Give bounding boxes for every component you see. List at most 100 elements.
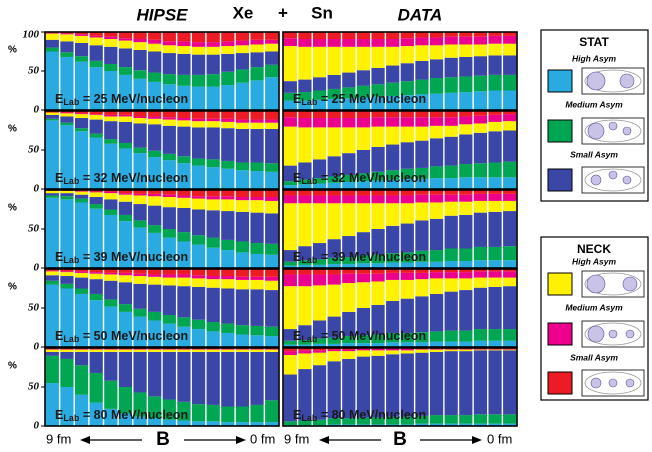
energy-subscript: Lab	[301, 334, 318, 344]
y-tick-label: 50	[28, 302, 40, 314]
bar-segment	[474, 44, 487, 56]
bar-segment	[75, 195, 88, 199]
y-tick-label: 0	[34, 420, 40, 432]
bar-segment	[207, 119, 220, 121]
legend-title: STAT	[579, 35, 609, 49]
bar-segment	[163, 207, 176, 229]
icon	[623, 127, 631, 135]
bar-segment	[265, 201, 278, 213]
bar-segment	[221, 72, 234, 85]
bar-segment	[119, 202, 132, 215]
bar-segment	[192, 404, 205, 421]
bar-segment	[284, 351, 297, 355]
bar-segment	[459, 195, 472, 202]
bar-segment	[430, 117, 443, 126]
bar-segment	[104, 115, 117, 117]
bar-segment	[177, 274, 190, 277]
bar-segment	[328, 269, 341, 274]
bar-segment	[265, 172, 278, 189]
bar-segment	[401, 224, 414, 253]
bar-segment	[459, 351, 472, 415]
bar-segment	[133, 32, 146, 39]
bar-segment	[250, 111, 263, 120]
bar-segment	[488, 115, 501, 122]
bar-segment	[488, 278, 501, 287]
bar-segment	[177, 286, 190, 317]
bar-segment	[503, 114, 516, 121]
bar-segment	[313, 190, 326, 195]
bar-segment	[104, 121, 117, 139]
bar-segment	[163, 41, 176, 45]
bar-segment	[313, 127, 326, 159]
bar-segment	[415, 32, 428, 37]
bar-segment	[221, 250, 234, 268]
bar-segment	[192, 32, 205, 42]
bar-segment	[46, 356, 59, 383]
bar-segment	[236, 349, 249, 350]
bar-segment	[488, 194, 501, 201]
bar-segment	[221, 350, 234, 352]
bar-segment	[177, 195, 190, 197]
bar-segment	[284, 38, 297, 46]
bar-segment	[430, 178, 443, 189]
bar-segment	[207, 196, 220, 199]
bar-segment	[503, 329, 516, 341]
bar-segment	[371, 127, 384, 147]
bar-segment	[207, 331, 220, 347]
energy-symbol: E	[293, 250, 301, 264]
bar-segment	[445, 93, 458, 110]
icon	[591, 175, 601, 185]
bar-segment	[163, 120, 176, 126]
bar-segment	[60, 191, 73, 193]
bar-segment	[357, 190, 370, 195]
bar-segment	[46, 271, 59, 275]
bar-segment	[236, 407, 249, 423]
bar-segment	[60, 272, 73, 276]
bar-segment	[163, 154, 176, 160]
bar-segment	[459, 249, 472, 261]
bar-segment	[46, 113, 59, 115]
bar-segment	[207, 269, 220, 276]
bar-segment	[357, 349, 370, 351]
bar-segment	[177, 208, 190, 232]
bar-segment	[207, 159, 220, 167]
legend-swatch	[548, 169, 572, 191]
bar-segment	[415, 350, 428, 353]
bar-segment	[250, 52, 263, 67]
bar-segment	[192, 245, 205, 268]
bar-segment	[60, 359, 73, 387]
bar-segment	[265, 349, 278, 350]
bar-segment	[357, 70, 370, 86]
bar-segment	[236, 197, 249, 200]
bar-segment	[236, 352, 249, 407]
bar-segment	[221, 333, 234, 347]
bar-segment	[415, 37, 428, 45]
bar-segment	[60, 271, 73, 272]
bar-segment	[386, 354, 399, 416]
bar-segment	[192, 119, 205, 121]
bar-segment	[445, 342, 458, 347]
bar-segment	[430, 78, 443, 94]
bar-segment	[192, 111, 205, 119]
bar-segment	[445, 37, 458, 45]
bar-segment	[342, 195, 355, 203]
bar-segment	[207, 279, 220, 288]
bar-segment	[342, 190, 355, 195]
bar-segment	[75, 56, 88, 61]
bar-segment	[445, 350, 458, 352]
bar-segment	[313, 111, 326, 118]
bar-segment	[265, 120, 278, 123]
bar-segment	[503, 91, 516, 111]
bar-segment	[163, 269, 176, 274]
bar-segment	[221, 32, 234, 41]
bar-segment	[342, 73, 355, 88]
bar-segment	[503, 211, 516, 246]
bar-segment	[250, 32, 263, 40]
bar-segment	[236, 252, 249, 268]
energy-subscript: Lab	[301, 413, 318, 423]
bar-segment	[488, 212, 501, 247]
bar-segment	[192, 121, 205, 127]
bar-segment	[503, 246, 516, 260]
bar-segment	[104, 39, 117, 47]
bar-segment	[298, 127, 311, 162]
